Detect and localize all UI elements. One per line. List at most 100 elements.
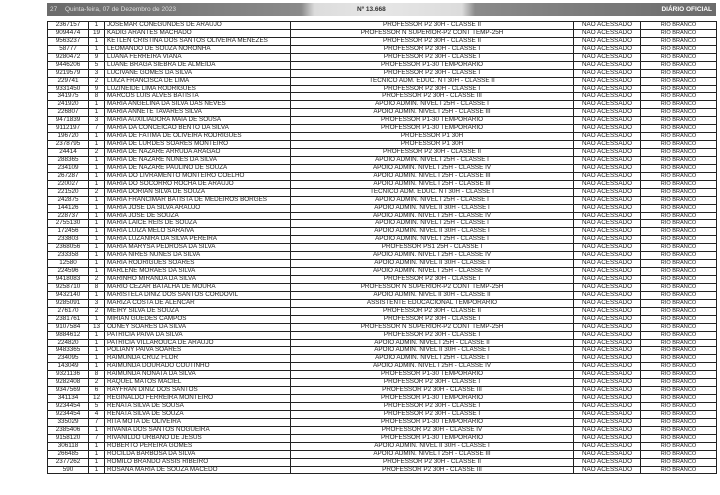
table-row: 266485 1 ROCILDA BARBOSA DA SILVA APOIO ADM… <box>47 449 717 459</box>
name-cell: LEOMANDO DE SOUZA NORONHA <box>104 44 291 54</box>
registration-cell: 241920 <box>47 100 89 110</box>
position-cell: APOIO ADMIN. NIVEL I 25H - CLASSE I <box>290 219 574 229</box>
name-cell: MARIA JOSE DE SOUZA <box>104 211 291 221</box>
status-cell: NAO ACESSADO <box>573 52 641 62</box>
table-row: 233803 1 MARIA LUZANIRA DA SILVA PEREIRA AP… <box>47 235 717 245</box>
sequence-cell: 1 <box>88 354 105 364</box>
city-cell: RIO BRANCO <box>640 386 717 396</box>
sequence-cell: 7 <box>88 417 105 427</box>
sequence-cell: 1 <box>88 243 105 253</box>
position-cell: PROFESSOR P2 30H - CLASSE II <box>290 148 574 157</box>
name-cell: MARIO CEZAR BATALHA DE MOURA <box>104 282 291 292</box>
name-cell: MARIA DO SOCORRO ROCHA DE ARAUJO <box>104 179 291 189</box>
city-cell: RIO BRANCO <box>640 449 717 459</box>
status-cell: NAO ACESSADO <box>573 68 641 78</box>
city-cell: RIO BRANCO <box>640 163 717 173</box>
registration-cell: 24414 <box>47 148 89 157</box>
table-row: 9483365 1 POLIANY PAIVA SOARES APOIO ADMIN.… <box>47 346 717 356</box>
status-cell: NAO ACESSADO <box>573 84 641 94</box>
table-row: 9471839 3 MARIA AUXILIADORA MAIA DE SOUSA P… <box>47 116 717 126</box>
table-row: 9321136 8 RAIMUNDA NONATA DA SILVA PROFESSO… <box>47 370 717 380</box>
city-cell: RIO BRANCO <box>640 314 717 324</box>
registration-cell: 196720 <box>47 132 89 142</box>
position-cell: APOIO ADMIN. NIVEL I 25H - CLASSE II <box>290 338 574 348</box>
name-cell: MARIA AUXILIADORA MAIA DE SOUSA <box>104 116 291 126</box>
city-cell: RIO BRANCO <box>640 108 717 118</box>
registration-cell: 234109 <box>47 163 89 173</box>
name-cell: KADIG ARANTES MACHADO <box>104 28 291 38</box>
status-cell: NAO ACESSADO <box>573 203 641 213</box>
position-cell: APOIO ADMIN. NIVEL I 25H - CLASSE I <box>290 235 574 245</box>
name-cell: MARIA LUIZA MELO SARAIVA <box>104 227 291 237</box>
position-cell: APOIO ADMIN. NIVEL I 25H - CLASSE I <box>290 195 574 205</box>
city-cell: RIO BRANCO <box>640 330 717 340</box>
name-cell: LUZINEIDE LIMA RODRIGUES <box>104 84 291 94</box>
position-cell: ASSISTENTE EDUCACIONAL TEMPORARIO <box>290 298 574 308</box>
registration-cell: 233803 <box>47 235 89 245</box>
table-row: 9285091 3 MARIZA COSTA DE ALENCAR ASSISTENT… <box>47 298 717 308</box>
table-row: 9282408 2 RAQUEL MATOS MACIEL PROFESSOR P2 … <box>47 378 717 388</box>
registration-cell: 9234454 <box>47 409 89 419</box>
sequence-cell: 2 <box>88 148 105 157</box>
city-cell: RIO BRANCO <box>640 417 717 427</box>
name-cell: RAIMUNDA NONATA DA SILVA <box>104 370 291 380</box>
sequence-cell: 2 <box>88 76 105 86</box>
city-cell: RIO BRANCO <box>640 124 717 134</box>
name-cell: MARIA DE LURDES SOARES MONTEIRO <box>104 140 291 149</box>
sequence-cell: 1 <box>88 457 105 467</box>
status-cell: NAO ACESSADO <box>573 195 641 205</box>
position-cell: PROFESSOR N SUPERIOR-P2 CONT TEMP-25H <box>290 322 574 332</box>
name-cell: JOSEMAR CONEGUNDES DE ARAUJO <box>104 21 291 30</box>
name-cell: MARIA DA CONCEICAO BENTO DA SILVA <box>104 124 291 134</box>
status-cell: NAO ACESSADO <box>573 441 641 451</box>
position-cell: PROFESSOR P1-30 TEMPORARIO <box>290 394 574 403</box>
sequence-cell: 6 <box>88 386 105 396</box>
city-cell: RIO BRANCO <box>640 465 717 475</box>
table-row: 196720 1 MARIA DE FATIMA DE OLIVEIRA RODRI… <box>47 132 717 142</box>
sequence-cell: 1 <box>88 195 105 205</box>
table-row: 590 1 ROSANA MARIA DE SOUZA MACEDO PROFESSO… <box>47 465 717 475</box>
registration-cell: 224820 <box>47 338 89 348</box>
name-cell: POLIANY PAIVA SOARES <box>104 346 291 356</box>
staff-table: 2367157 1 JOSEMAR CONEGUNDES DE ARAUJO PROF… <box>47 21 717 475</box>
position-cell: PROFESSOR P1-30 TEMPORARIO <box>290 124 574 134</box>
sequence-cell: 1 <box>88 290 105 300</box>
sequence-cell: 1 <box>88 330 105 340</box>
name-cell: MARLENE MORAES DA SILVA <box>104 267 291 276</box>
city-cell: RIO BRANCO <box>640 322 717 332</box>
registration-cell: 2381761 <box>47 314 89 324</box>
status-cell: NAO ACESSADO <box>573 298 641 308</box>
name-cell: RITA MOTA DE OLIVEIRA <box>104 417 291 427</box>
name-cell: ROBERTO PEREIRA GOMES <box>104 441 291 451</box>
sequence-cell: 1 <box>88 108 105 118</box>
city-cell: RIO BRANCO <box>640 275 717 284</box>
status-cell: NAO ACESSADO <box>573 457 641 467</box>
table-row: 9258710 8 MARIO CEZAR BATALHA DE MOURA PROF… <box>47 282 717 292</box>
name-cell: LUANE BRAGA SIEBRA DE ALMEIDA <box>104 60 291 70</box>
name-cell: KETLEN CRISTINA DOS SANTOS OLIVEIRA MENE… <box>104 36 291 46</box>
sequence-cell: 1 <box>88 227 105 237</box>
registration-cell: 9321136 <box>47 370 89 380</box>
sequence-cell: 13 <box>88 322 105 332</box>
registration-cell: 9158120 <box>47 433 89 443</box>
status-cell: NAO ACESSADO <box>573 314 641 324</box>
registration-cell: 9483365 <box>47 346 89 356</box>
table-row: 242875 1 MARIA FRANCIMAR BATISTA DE MEDEIR… <box>47 195 717 205</box>
sequence-cell: 1 <box>88 132 105 142</box>
table-row: 288365 1 MARIA DE NAZARE NUNES DA SILVA APO… <box>47 155 717 165</box>
city-cell: RIO BRANCO <box>640 425 717 435</box>
name-cell: MARIA DE FATIMA DE OLIVEIRA RODRIGUES <box>104 132 291 142</box>
registration-cell: 229741 <box>47 76 89 86</box>
sequence-cell: 1 <box>88 21 105 30</box>
sequence-cell: 1 <box>88 171 105 181</box>
position-cell: PROFESSOR P2 30H - CLASSE I <box>290 402 574 411</box>
registration-cell: 2377262 <box>47 457 89 467</box>
registration-cell: 9112197 <box>47 124 89 134</box>
sequence-cell: 2 <box>88 275 105 284</box>
position-cell: PROFESSOR P2 30H - CLASSE II <box>290 457 574 467</box>
name-cell: RAYFRAN DINIZ DOS SANTOS <box>104 386 291 396</box>
name-cell: MARIA DE NAZARE NUNES DA SILVA <box>104 155 291 165</box>
registration-cell: 9285091 <box>47 298 89 308</box>
city-cell: RIO BRANCO <box>640 36 717 46</box>
status-cell: NAO ACESSADO <box>573 148 641 157</box>
